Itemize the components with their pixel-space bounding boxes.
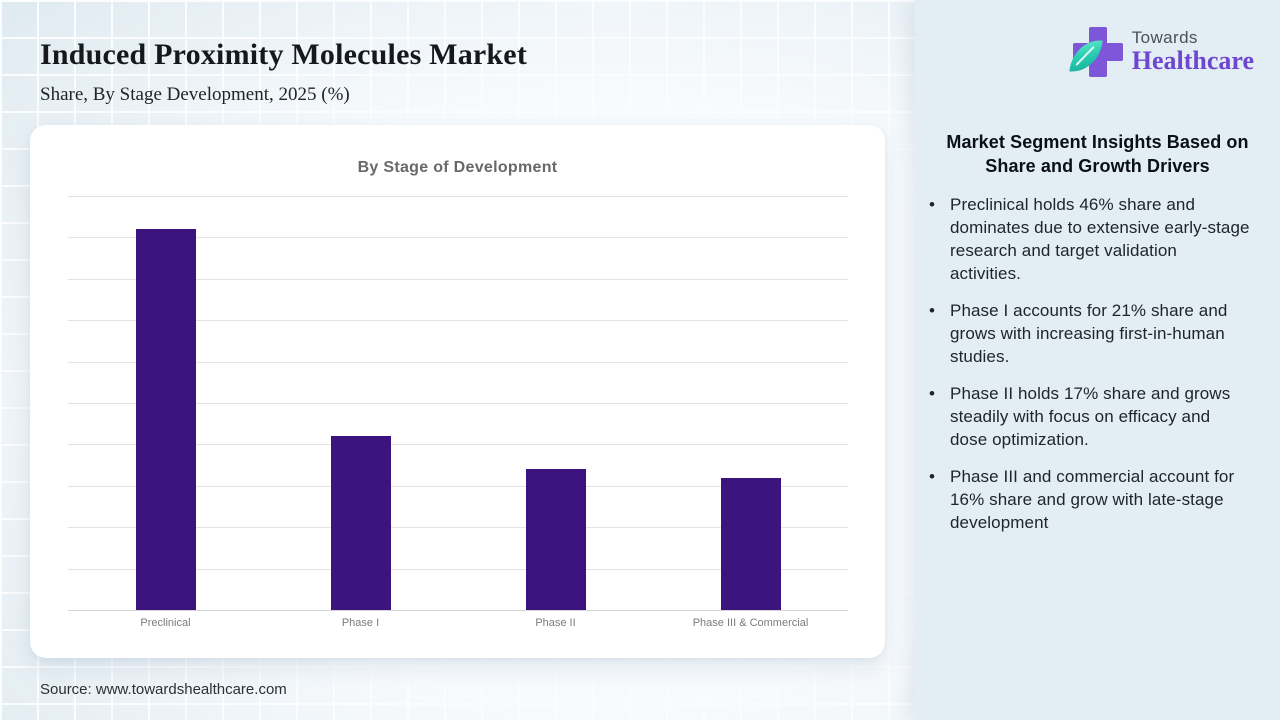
x-axis-line: [68, 610, 848, 611]
x-axis-label: Phase II: [535, 617, 576, 629]
y-gridline: [68, 444, 848, 446]
bullet-text-phase-3-commercial: Phase III and commercial account for 16%…: [950, 467, 1235, 532]
medical-cross-leaf-icon: [1069, 26, 1123, 78]
bullet-marker: •: [929, 384, 935, 403]
header: Induced Proximity Molecules Market Share…: [40, 38, 527, 106]
chart-card: By Stage of Development Preclinical Phase…: [30, 125, 885, 658]
y-gridline: [68, 485, 848, 487]
bar-preclinical: [135, 229, 196, 610]
insights-panel: Towards Healthcare Market Segment Insigh…: [915, 0, 1280, 720]
bar-slot: [653, 196, 848, 610]
bullet-marker: •: [929, 195, 935, 214]
y-gridline: [68, 527, 848, 529]
y-gridline: [68, 568, 848, 570]
bar-phase-i: [330, 436, 391, 610]
brand-name-top: Towards: [1131, 28, 1198, 48]
brand-wordmark: Towards Healthcare: [1132, 29, 1254, 74]
bar-slot: [263, 196, 458, 610]
list-item: • Phase III and commercial account for 1…: [929, 465, 1262, 534]
y-gridline: [68, 361, 848, 363]
bullet-marker: •: [929, 467, 935, 486]
bar-plot: [68, 196, 848, 611]
page-subtitle: Share, By Stage Development, 2025 (%): [40, 84, 350, 105]
brand-logo: Towards Healthcare: [1069, 26, 1254, 78]
insights-bullet-list: • Preclinical holds 46% share and domina…: [915, 193, 1280, 534]
bullet-text-phase-2: Phase II holds 17% share and grows stead…: [950, 384, 1231, 449]
bar-slots: [68, 196, 848, 610]
y-gridline: [68, 237, 848, 239]
bar-phase-iii-commercial: [720, 477, 781, 610]
list-item: • Phase II holds 17% share and grows ste…: [929, 382, 1262, 451]
bullet-text-phase-1: Phase I accounts for 21% share and grows…: [950, 301, 1228, 366]
bar-slot: [458, 196, 653, 610]
list-item: • Phase I accounts for 21% share and gro…: [929, 299, 1262, 368]
y-gridline: [68, 196, 848, 197]
y-gridline: [68, 278, 848, 280]
list-item: • Preclinical holds 46% share and domina…: [929, 193, 1262, 285]
y-gridline: [68, 320, 848, 322]
x-axis-label: Preclinical: [140, 617, 191, 629]
x-axis-labels: Preclinical Phase I Phase II Phase III & Co…: [68, 617, 848, 629]
bar-slot: [68, 196, 263, 610]
bullet-marker: •: [929, 301, 935, 320]
x-axis-label: Phase I: [341, 617, 380, 629]
chart-title: By Stage of Development: [357, 159, 558, 176]
brand-name-bottom: Healthcare: [1131, 46, 1254, 76]
insights-heading: Market Segment Insights Based on Share a…: [946, 132, 1249, 176]
source-note: Source: www.towardshealthcare.com: [40, 681, 287, 698]
page-title: Induced Proximity Molecules Market: [40, 38, 528, 71]
y-gridline: [68, 403, 848, 404]
bullet-text-preclinical: Preclinical holds 46% share and dominate…: [950, 195, 1250, 283]
x-axis-label: Phase III & Commercial: [692, 617, 809, 629]
bar-phase-ii: [525, 469, 586, 610]
